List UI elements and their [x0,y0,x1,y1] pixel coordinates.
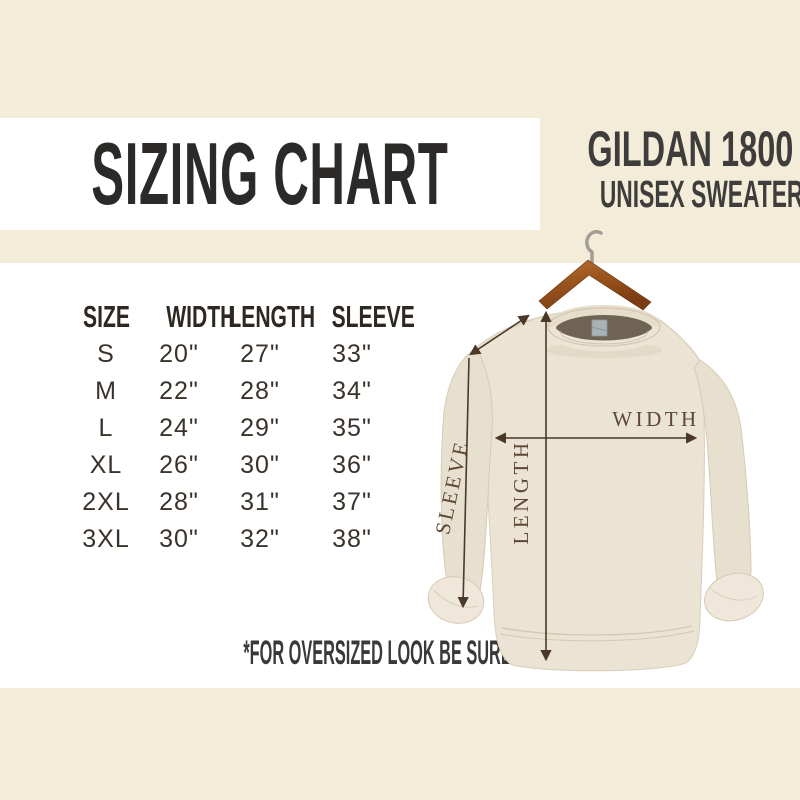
table-row: L 24" 29" 35" [98,414,372,442]
hem-seam-2 [499,630,695,642]
wooden-hanger [538,259,652,311]
sweater-diagram: WIDTH LENGTH SLEEVE [427,230,764,672]
table-row: XL 26" 30" 36" [89,451,372,479]
neck-tag-fold [591,326,608,332]
hem-seam [501,625,693,636]
table-row: M 22" 28" 34" [95,377,372,405]
sleeve-arrow [457,357,470,609]
sleeve-shoulder-arrow [469,314,530,356]
back-collar [546,305,662,329]
page-title: SIZING CHART [91,124,449,223]
col-header-sleeve: SLEEVE [331,299,415,334]
neck-tag [591,319,608,337]
oversized-note: *FOR OVERSIZED LOOK BE SURE TO SIZE UP 1… [243,634,693,672]
table-header-row: SIZE WIDTH LENGTH SLEEVE [62,299,415,334]
brand-name: GILDAN 1800 [587,121,794,177]
right-cuff-fold [709,587,758,601]
col-header-size: SIZE [82,299,130,334]
title-panel: SIZING CHART [0,118,540,230]
col-header-length: LENGTH [228,299,316,334]
table-row: S 20" 27" 33" [97,340,372,368]
col-header-width: WIDTH [166,299,236,334]
table-row: 3XL 30" 32" 38" [82,525,372,553]
left-cuff-fold [433,589,479,608]
width-label: WIDTH [612,407,699,431]
brand-block: GILDAN 1800 UNISEX SWEATER [532,121,800,214]
table-row: 2XL 28" 31" 37" [82,488,372,516]
brand-product: UNISEX SWEATER [599,174,800,216]
hanger-hook-icon [585,230,603,267]
length-label: LENGTH [509,440,533,545]
left-cuff [427,576,485,624]
collar-stitch [559,330,649,345]
right-cuff [704,572,764,622]
